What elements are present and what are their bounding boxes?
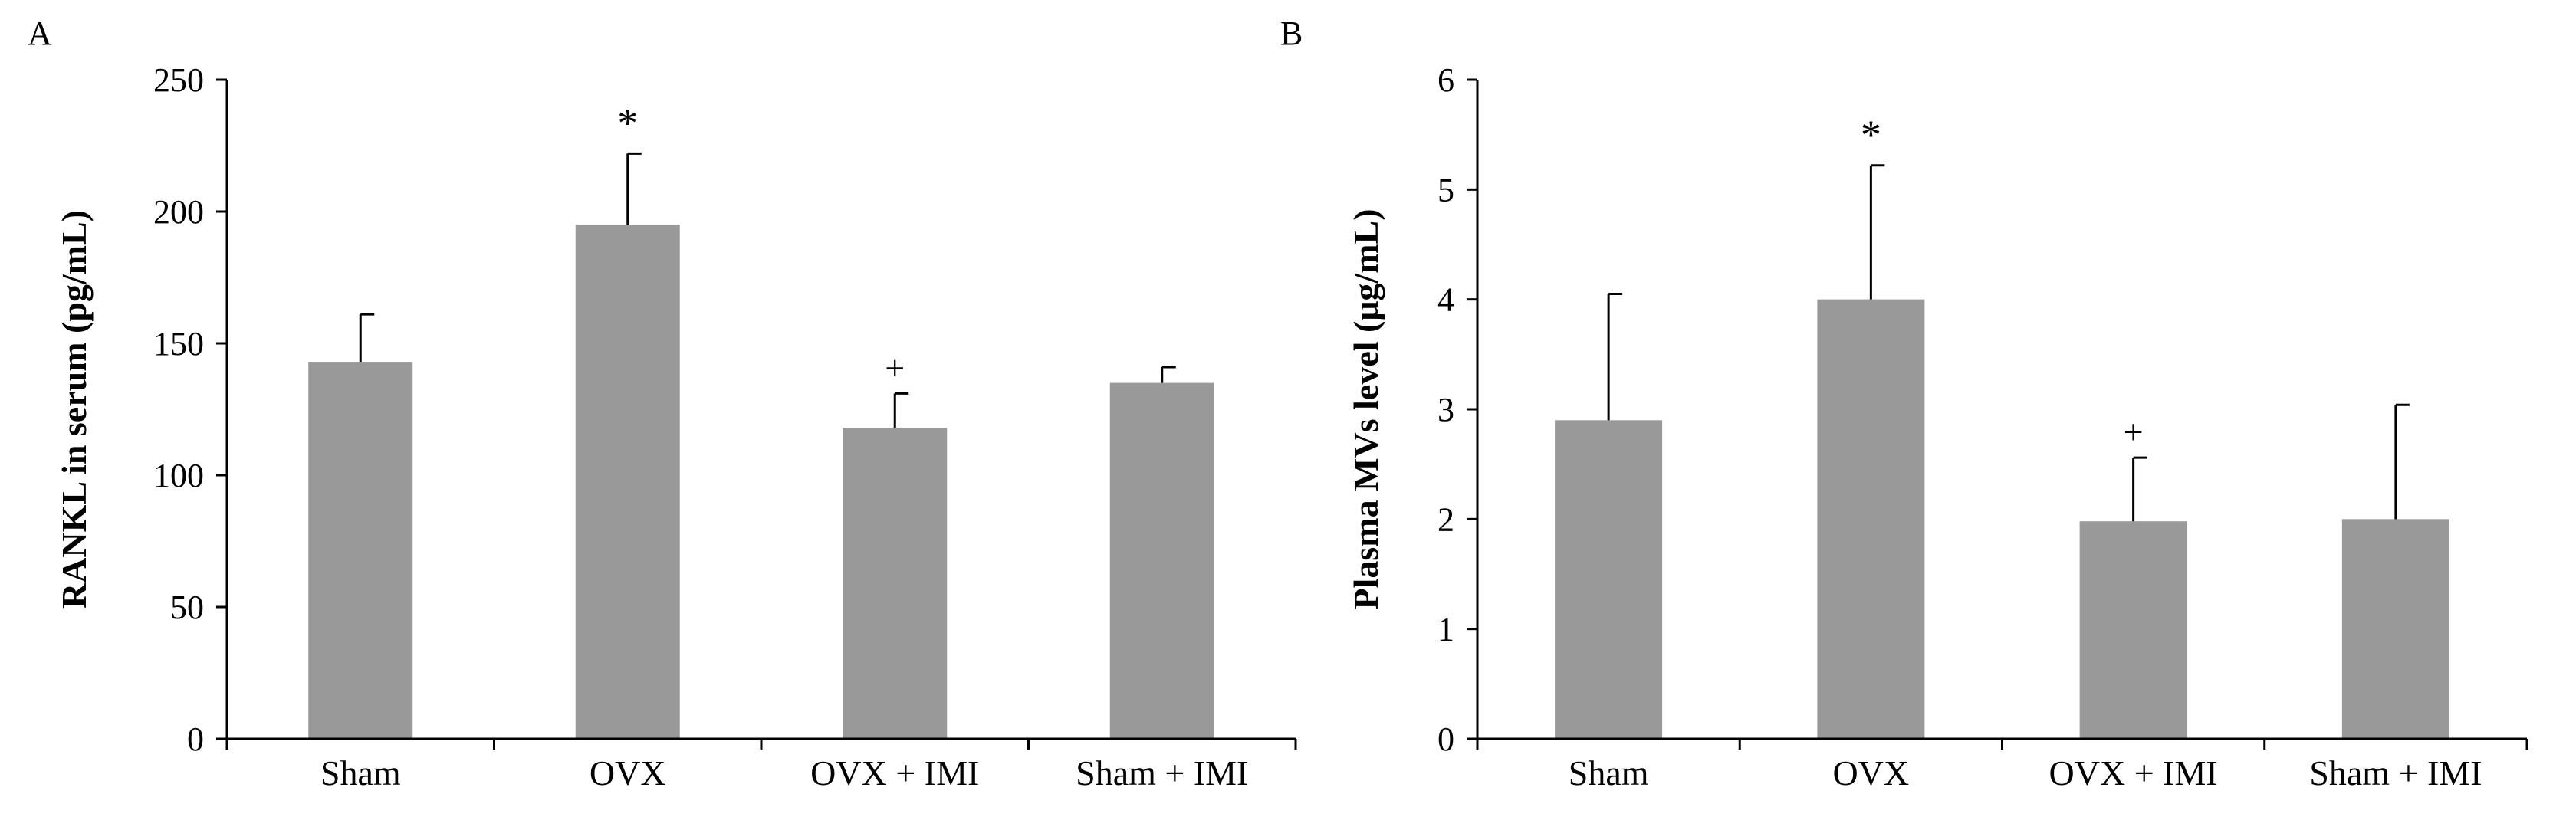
y-tick-label: 3 [1438, 391, 1454, 428]
y-tick-label: 50 [170, 589, 204, 626]
x-tick-label: OVX + IMI [810, 753, 979, 792]
x-tick-label: Sham + IMI [2309, 753, 2482, 792]
y-tick-label: 2 [1438, 500, 1454, 538]
y-axis-label: Plasma MVs level (μg/mL) [1346, 208, 1385, 609]
significance-asterisk: * [1861, 112, 1881, 158]
bar-ovx [575, 225, 680, 739]
y-axis-label: RANKL in serum (pg/mL) [54, 210, 94, 609]
panel-label: A [28, 15, 52, 52]
y-tick-label: 0 [1438, 720, 1454, 758]
x-tick-label: Sham + IMI [1076, 753, 1248, 792]
x-tick-label: OVX [1833, 753, 1910, 792]
y-tick-label: 150 [153, 325, 204, 363]
y-tick-label: 250 [153, 61, 204, 99]
bar-ovx-imi [2079, 521, 2187, 739]
bar-sham-imi [1109, 382, 1214, 739]
bar-ovx-imi [843, 428, 948, 739]
y-tick-label: 6 [1438, 61, 1454, 99]
bar-sham-imi [2341, 519, 2450, 739]
significance-plus: + [2124, 412, 2144, 451]
significance-plus: + [885, 348, 905, 387]
y-tick-label: 100 [153, 457, 204, 494]
y-tick-label: 4 [1438, 281, 1454, 319]
y-tick-label: 200 [153, 193, 204, 231]
y-tick-label: 1 [1438, 611, 1454, 648]
panel-label: B [1280, 15, 1303, 52]
y-tick-label: 5 [1438, 171, 1454, 208]
significance-asterisk: * [617, 100, 638, 146]
y-tick-label: 0 [187, 720, 204, 758]
bar-ovx [1817, 299, 1925, 740]
x-tick-label: Sham [320, 753, 401, 792]
bar-sham [1555, 420, 1663, 739]
x-tick-label: OVX + IMI [2049, 753, 2218, 792]
bar-sham [308, 362, 413, 739]
chart-panel-b: B Sham * OVX + OVX + IMI Sham + IMI 0 1 2 3 4 5 6 Plas… [1280, 15, 2528, 792]
x-tick-label: OVX [590, 753, 666, 792]
x-tick-label: Sham [1569, 753, 1649, 792]
chart-panel-a: A Sham * OVX + OVX + IMI Sham + IMI 0 50 100 150 20… [28, 15, 1297, 792]
